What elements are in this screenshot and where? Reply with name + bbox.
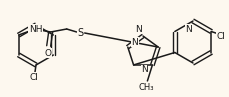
Text: NH: NH [29,25,42,33]
Text: N: N [186,25,192,33]
Text: N: N [141,65,148,74]
Text: N: N [131,38,138,47]
Text: Cl: Cl [30,72,38,81]
Text: CH₃: CH₃ [139,83,154,92]
Text: N: N [135,25,141,33]
Text: S: S [78,28,84,38]
Text: O: O [44,48,51,58]
Text: Cl: Cl [217,32,226,41]
